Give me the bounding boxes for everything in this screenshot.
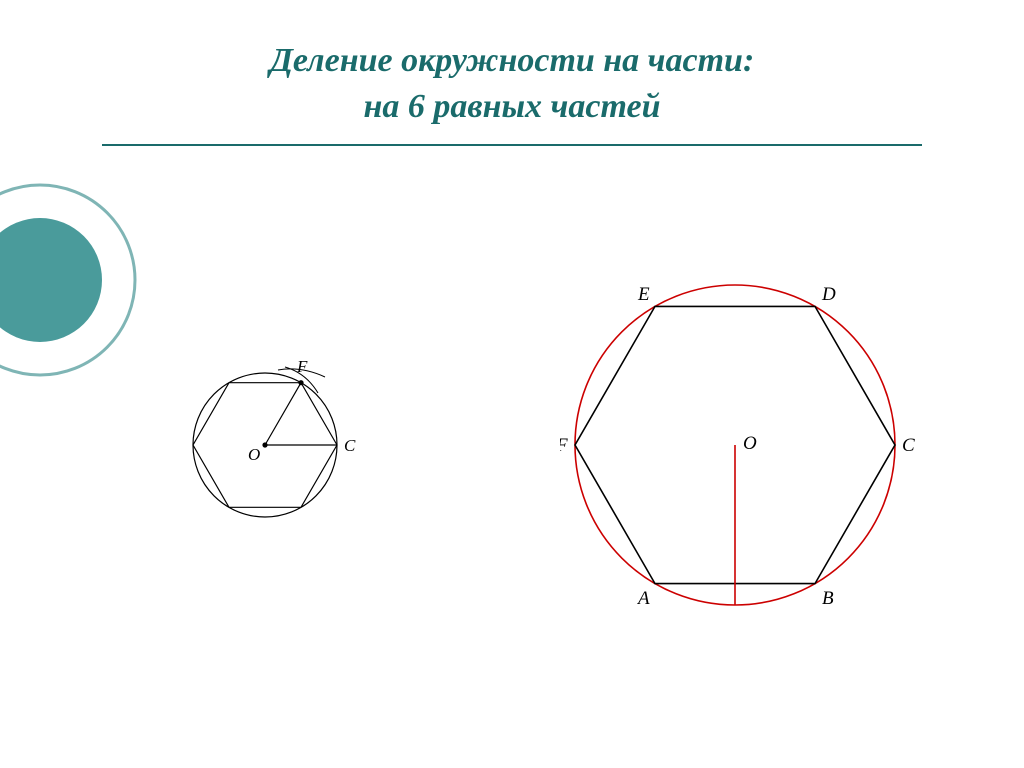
- left-label-c: C: [344, 436, 356, 455]
- title-block: Деление окружности на части: на 6 равных…: [0, 0, 1024, 146]
- right-label-e: E: [637, 284, 650, 305]
- right-label-c: C: [902, 435, 915, 456]
- right-diagram: O C D E F A B: [560, 270, 930, 630]
- right-label-a: A: [636, 588, 650, 609]
- right-label-d: D: [821, 284, 836, 305]
- right-label-f: F: [560, 435, 568, 456]
- title-line-1: Деление окружности на части:: [0, 38, 1024, 84]
- right-label-b: B: [822, 588, 834, 609]
- left-label-f: F: [296, 357, 308, 376]
- left-radius-of: [265, 383, 301, 445]
- left-label-o: O: [248, 445, 260, 464]
- title-underline: [102, 144, 922, 146]
- diagram-area: O C F O C D E F A B: [0, 250, 1024, 700]
- left-diagram: O C F: [180, 350, 380, 540]
- right-label-o: O: [743, 433, 757, 454]
- left-f-dot: [298, 380, 303, 385]
- title-line-2: на 6 равных частей: [0, 84, 1024, 130]
- left-center-dot: [262, 442, 267, 447]
